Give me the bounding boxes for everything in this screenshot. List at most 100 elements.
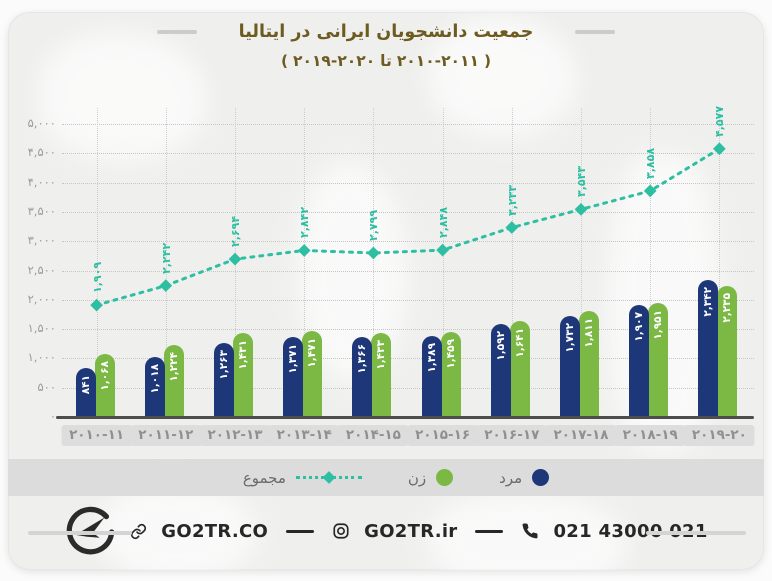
h-gridline	[62, 182, 754, 184]
phone-icon	[523, 523, 538, 539]
subtitle-open-paren: (	[280, 52, 289, 70]
bar-men-2010-11: ۸۴۱	[75, 367, 96, 417]
y-tick-label: ۲,۵۰۰	[27, 262, 56, 277]
subtitle-connector: تا	[380, 52, 392, 70]
x-axis-baseline	[56, 416, 754, 419]
bar-women-2013-14: ۱,۴۷۱	[302, 330, 323, 417]
bar-men-2011-12: ۱,۰۱۸	[144, 357, 165, 417]
v-gridline	[650, 108, 652, 417]
footer-right-rule	[646, 531, 746, 535]
line-value-label: ۲,۲۴۲	[159, 242, 173, 274]
x-tick-label: ۲۰۱۰-۱۱	[61, 425, 133, 446]
y-tick-label: ۲,۰۰۰	[27, 291, 56, 306]
bar-women-2010-11: ۱,۰۶۸	[94, 354, 115, 417]
h-gridline	[62, 387, 754, 389]
legend-strip: مجموع زن مرد	[8, 459, 764, 496]
x-tick-label: ۲۰۱۹-۲۰	[683, 425, 755, 446]
footer-website-link[interactable]: GO2TR.CO	[161, 520, 269, 542]
line-point	[90, 298, 103, 312]
line-point	[574, 203, 588, 216]
legend-item-men: مرد	[499, 468, 550, 487]
chart-area: ۱,۰۶۸ ۸۴۱ ۲۰۱۰-۱۱ ۱,۹۰۹ ۱,۲۲۴ ۱,۰۱۸ ۲۰۱۱-۱۲ ۲,۲…	[18, 98, 755, 450]
bar-women-2015-16: ۱,۴۵۹	[440, 331, 461, 417]
legend-label-total: مجموع	[242, 468, 286, 487]
v-gridline	[719, 108, 721, 417]
bar-men-2014-15: ۱,۳۶۶	[352, 336, 373, 417]
legend-label-women: زن	[407, 468, 427, 487]
title-right-dash	[575, 30, 616, 34]
footer-separator	[286, 529, 315, 533]
line-point	[297, 244, 311, 257]
bar-men-2013-14: ۱,۳۷۱	[283, 336, 304, 417]
title-row: جمعیت دانشجویان ایرانی در ایتالیا	[8, 22, 764, 42]
line-value-label: ۲,۸۴۸	[436, 207, 450, 239]
bar-men-2015-16: ۱,۳۸۹	[421, 335, 442, 417]
h-gridline	[62, 153, 754, 155]
link-icon	[131, 523, 147, 539]
y-tick-label: ۱,۵۰۰	[27, 321, 56, 336]
line-point	[713, 142, 726, 156]
bar-men-2012-13: ۱,۲۶۳	[214, 343, 234, 417]
legend-item-total: مجموع	[243, 469, 362, 487]
x-tick-label: ۲۰۱۶-۱۷	[476, 425, 548, 446]
page-subtitle: ( ۲۰۱۹-۲۰۲۰ تا ۲۰۱۰-۲۰۱۱ )	[8, 52, 764, 70]
bar-women-2014-15: ۱,۴۳۳	[371, 333, 392, 417]
men-color-dot	[532, 469, 550, 486]
page-title: جمعیت دانشجویان ایرانی در ایتالیا	[238, 22, 534, 42]
v-gridline	[442, 108, 444, 417]
x-tick-label: ۲۰۱۲-۱۳	[199, 425, 271, 446]
map-watermark	[428, 17, 578, 137]
x-tick-label: ۲۰۱۱-۱۲	[130, 425, 202, 446]
subtitle-later-range: ۲۰۱۹-۲۰۲۰	[293, 52, 376, 70]
v-gridline	[96, 108, 98, 417]
subtitle-earlier-range: ۲۰۱۰-۲۰۱۱	[396, 52, 479, 70]
line-value-label: ۴,۵۷۷	[713, 105, 727, 137]
line-point	[159, 279, 173, 292]
title-left-dash	[156, 30, 197, 34]
bar-women-2018-19: ۱,۹۵۱	[648, 302, 669, 417]
bar-women-2016-17: ۱,۶۴۱	[509, 320, 530, 417]
y-tick-label: ۳,۵۰۰	[27, 203, 56, 218]
bar-men-2016-17: ۱,۵۹۲	[490, 323, 511, 417]
bar-women-2011-12: ۱,۲۲۴	[163, 345, 184, 417]
y-tick-label: ۴,۰۰۰	[27, 174, 56, 189]
v-gridline	[165, 108, 167, 417]
line-point	[228, 252, 242, 266]
legend-label-men: مرد	[499, 468, 523, 487]
subtitle-close-paren: )	[483, 52, 492, 70]
y-tick-label: ۵۰۰	[37, 379, 56, 394]
x-tick-label: ۲۰۱۴-۱۵	[337, 425, 409, 446]
instagram-icon	[333, 523, 349, 539]
plot-area: ۱,۰۶۸ ۸۴۱ ۲۰۱۰-۱۱ ۱,۹۰۹ ۱,۲۲۴ ۱,۰۱۸ ۲۰۱۱-۱۲ ۲,۲…	[61, 98, 755, 446]
line-point	[367, 246, 380, 260]
y-tick-label: ۰	[49, 409, 56, 423]
infographic-card: جمعیت دانشجویان ایرانی در ایتالیا ( ۲۰۱۹…	[8, 12, 764, 570]
line-value-label: ۳,۲۳۳	[505, 184, 519, 216]
h-gridline	[62, 211, 754, 213]
v-gridline	[304, 108, 306, 417]
line-value-label: ۳,۵۴۳	[575, 166, 588, 198]
line-value-label: ۱,۹۰۹	[90, 262, 104, 294]
bar-men-2017-18: ۱,۷۳۲	[560, 315, 580, 417]
y-tick-label: ۴,۵۰۰	[27, 145, 56, 160]
h-gridline	[62, 329, 754, 331]
women-color-dot	[436, 469, 454, 486]
bar-men-2019-20: ۲,۳۴۲	[698, 279, 719, 417]
footer-phone-number[interactable]: 021 43000 021	[553, 520, 708, 542]
y-tick-label: ۱,۰۰۰	[27, 350, 56, 365]
line-value-label: ۲,۷۹۹	[367, 209, 381, 241]
h-gridline	[62, 270, 754, 272]
x-tick-label: ۲۰۱۵-۱۶	[407, 425, 479, 446]
total-line	[90, 142, 726, 312]
bar-women-2019-20: ۲,۲۳۵	[717, 286, 738, 417]
footer-separator	[475, 529, 504, 533]
legend-item-women: زن	[407, 468, 454, 487]
map-watermark	[98, 482, 258, 570]
line-value-label: ۳,۸۵۸	[644, 147, 658, 179]
line-value-label: ۲,۶۹۴	[229, 216, 242, 248]
h-gridline	[62, 124, 754, 125]
total-line-marker	[295, 470, 362, 484]
y-tick-label: ۳,۰۰۰	[27, 233, 56, 248]
footer-instagram-link[interactable]: GO2TR.ir	[364, 520, 458, 542]
bar-women-2012-13: ۱,۴۳۱	[233, 333, 253, 417]
